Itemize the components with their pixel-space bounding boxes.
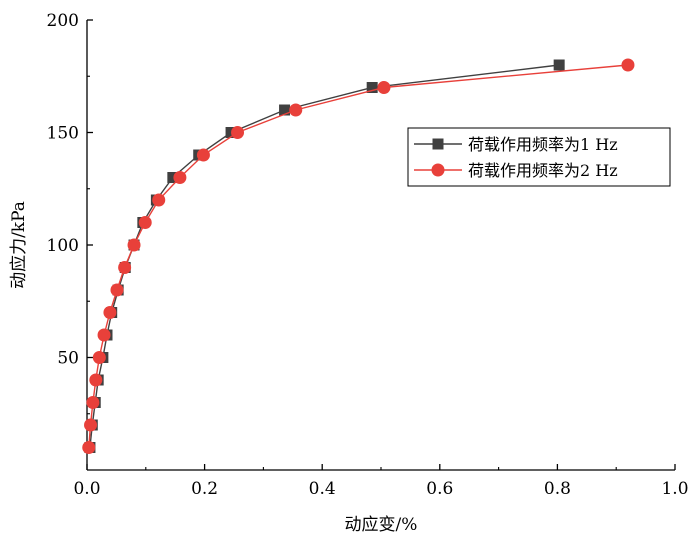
legend: 荷载作用频率为1 Hz 荷载作用频率为2 Hz [407,127,671,187]
data-point-circle [231,126,245,139]
x-tick-label: 0.6 [426,479,453,499]
y-tick-label: 100 [47,236,79,256]
data-point-circle [196,148,210,162]
data-point-square [279,104,291,116]
data-point-square [167,172,179,183]
legend-marker-square [432,138,444,150]
data-point-circle [127,238,141,252]
legend-box [407,127,671,187]
data-point-circle [89,373,103,387]
data-point-circle [84,418,98,432]
data-point-circle [289,103,303,117]
data-point-circle [138,216,152,229]
y-tick-label: 150 [47,124,79,144]
data-point-circle [86,396,100,409]
x-tick-label: 0.0 [73,479,100,499]
axes: 0.0 0.2 0.4 0.6 0.8 1.0 50 100 150 200 [47,11,689,499]
x-tick-label: 1.0 [661,479,688,499]
legend-label-1: 荷载作用频率为1 Hz [468,135,618,154]
y-tick-label: 50 [57,349,79,369]
data-point-circle [97,328,111,342]
data-point-circle [92,351,106,364]
series-2-line [88,64,629,448]
series-1 [84,59,565,453]
y-axis-title: 动应力/kPa [9,201,29,289]
series-1-line [89,64,560,448]
data-point-circle [82,441,96,454]
data-point-square [366,82,378,93]
data-point-circle [152,193,166,207]
legend-marker-circle [431,163,445,177]
data-point-circle [103,306,117,319]
x-tick-label: 0.2 [191,479,218,499]
x-axis-title: 动应变/% [345,515,418,535]
data-point-circle [377,81,391,94]
x-tick-label: 0.4 [309,479,336,499]
y-tick-label: 200 [47,11,79,31]
data-point-circle [118,261,132,274]
series-2 [82,58,635,454]
plot-series [82,58,635,454]
legend-label-2: 荷载作用频率为2 Hz [468,161,618,180]
data-point-circle [110,283,124,297]
x-tick-label: 0.8 [544,479,571,499]
data-point-circle [621,58,635,72]
data-point-circle [173,171,187,184]
data-point-square [553,59,565,71]
